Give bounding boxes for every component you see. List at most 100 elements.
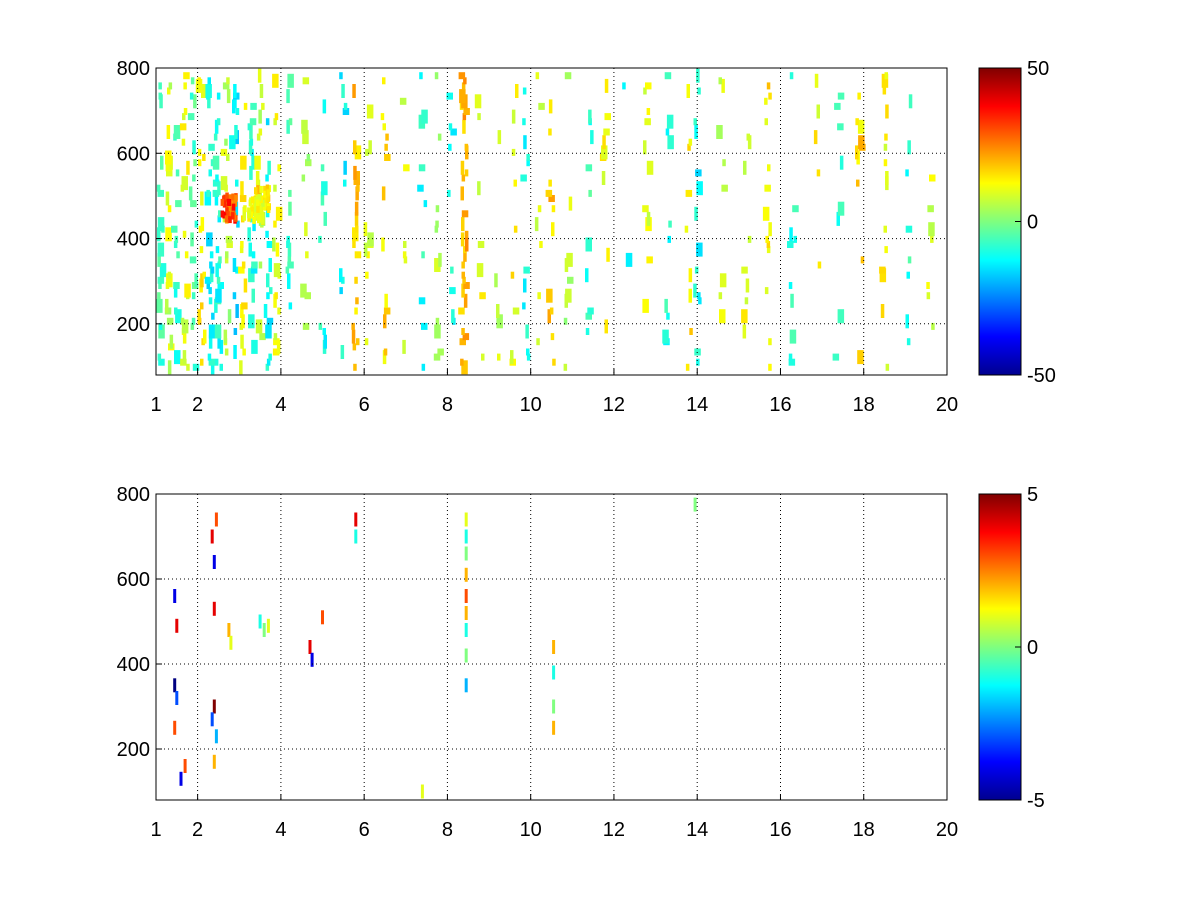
heatmap-cell (694, 125, 698, 139)
heatmap-cell (249, 211, 253, 219)
heatmap-cell (722, 159, 726, 167)
bottom-heatmap-cells (173, 497, 697, 799)
heatmap-cell (716, 125, 723, 139)
heatmap-cell (179, 771, 183, 786)
heatmap-cell (231, 212, 235, 220)
x-tick-label: 10 (520, 819, 542, 841)
heatmap-cell (157, 227, 161, 242)
heatmap-cell (463, 293, 468, 308)
bottom-y-ticks: 200 400 600 800 (117, 484, 162, 761)
heatmap-cell (180, 317, 185, 325)
heatmap-cell (235, 304, 239, 318)
heatmap-cell (240, 334, 244, 349)
x-tick-label: 14 (686, 819, 708, 841)
heatmap-cell (273, 118, 277, 126)
heatmap-cell (551, 205, 556, 213)
heatmap-cell (210, 159, 215, 167)
heatmap-cell (286, 89, 290, 104)
heatmap-cell (622, 82, 626, 90)
heatmap-cell (461, 174, 466, 182)
heatmap-cell (223, 329, 228, 344)
heatmap-cell (166, 169, 173, 177)
heatmap-cell (719, 273, 727, 288)
x-tick-label: 6 (359, 394, 370, 416)
heatmap-cell (208, 143, 215, 151)
heatmap-cell (175, 691, 179, 705)
heatmap-cell (464, 678, 468, 693)
heatmap-cell (258, 614, 262, 629)
heatmap-cell (513, 179, 517, 187)
heatmap-cell (384, 154, 391, 161)
heatmap-cell (250, 206, 254, 214)
heatmap-cell (342, 108, 350, 115)
heatmap-cell (687, 143, 691, 151)
heatmap-cell (287, 73, 294, 88)
heatmap-cell (212, 555, 216, 569)
heatmap-cell (857, 350, 864, 365)
heatmap-cell (643, 87, 647, 95)
heatmap-cell (352, 241, 356, 248)
heatmap-cell (224, 348, 229, 356)
heatmap-cell (227, 623, 231, 637)
heatmap-cell (202, 154, 206, 161)
heatmap-cell (197, 77, 201, 85)
heatmap-cell (214, 191, 219, 206)
colorbar-gradient (979, 494, 1021, 800)
heatmap-cell (352, 343, 357, 351)
heatmap-cell (449, 287, 456, 295)
heatmap-cell (190, 200, 197, 208)
heatmap-cell (247, 123, 252, 131)
heatmap-cell (242, 348, 246, 356)
heatmap-cell (745, 278, 750, 293)
heatmap-cell (464, 169, 469, 177)
heatmap-cell (197, 148, 202, 156)
heatmap-cell (907, 256, 912, 264)
heatmap-cell (310, 652, 314, 667)
top-x-ticks: 1 2 4 6 8 10 12 14 16 18 20 (150, 369, 958, 416)
top-axes-box (155, 67, 948, 376)
heatmap-cell (545, 189, 553, 197)
heatmap-cell (247, 227, 251, 242)
heatmap-cell (461, 271, 465, 279)
heatmap-cell (721, 184, 728, 192)
colorbar-gradient (979, 68, 1021, 375)
heatmap-cell (418, 297, 426, 305)
heatmap-cell (300, 283, 307, 298)
heatmap-cell (247, 211, 251, 219)
heatmap-cell (832, 353, 840, 361)
heatmap-cell (511, 148, 516, 156)
heatmap-cell (260, 217, 265, 225)
heatmap-cell (885, 171, 889, 185)
heatmap-cell (216, 118, 221, 126)
heatmap-cell (688, 288, 692, 303)
x-tick-label: 8 (442, 394, 453, 416)
heatmap-cell (857, 119, 865, 134)
heatmap-cell (515, 84, 519, 98)
heatmap-cell (604, 113, 611, 121)
heatmap-cell (384, 143, 388, 151)
heatmap-cell (272, 73, 279, 88)
heatmap-cell (240, 241, 244, 248)
heatmap-cell (305, 251, 309, 259)
heatmap-cell (931, 322, 935, 330)
heatmap-cell (215, 288, 222, 303)
heatmap-cell (585, 164, 593, 172)
heatmap-cell (182, 113, 186, 121)
heatmap-cell (667, 235, 671, 243)
heatmap-cell (563, 317, 568, 325)
heatmap-cell (274, 113, 279, 121)
heatmap-cell (646, 160, 654, 175)
heatmap-cell (232, 292, 237, 300)
heatmap-cell (465, 237, 469, 252)
heatmap-cell (447, 189, 451, 197)
heatmap-cell (231, 203, 236, 211)
heatmap-cell (668, 220, 672, 228)
x-tick-label: 2 (192, 394, 203, 416)
heatmap-cell (272, 348, 280, 356)
heatmap-cell (789, 72, 794, 80)
heatmap-cell (190, 77, 195, 85)
heatmap-cell (171, 225, 178, 233)
top-colorbar: 50 0 -50 (978, 58, 1056, 387)
heatmap-cell (548, 128, 552, 136)
